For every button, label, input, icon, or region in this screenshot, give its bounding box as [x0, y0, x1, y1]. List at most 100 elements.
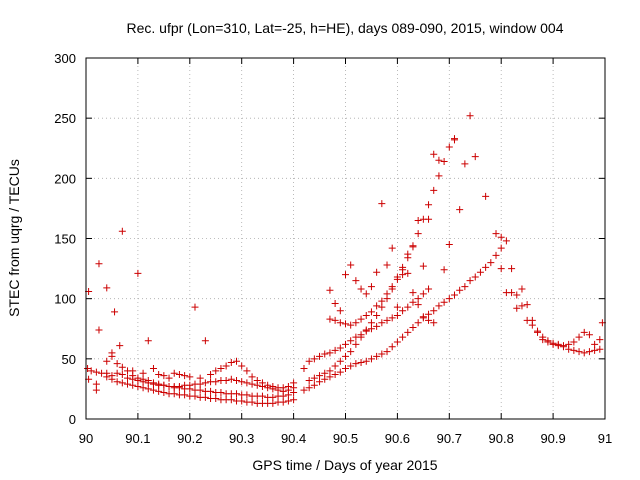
data-point — [492, 230, 500, 238]
data-point — [342, 352, 349, 360]
x-tick-label: 90.2 — [177, 431, 202, 446]
data-point — [414, 216, 422, 224]
data-point — [450, 291, 458, 299]
data-point — [124, 380, 132, 388]
x-axis-label: GPS time / Days of year 2015 — [252, 457, 437, 473]
data-point — [331, 299, 339, 307]
data-point — [414, 319, 422, 327]
data-point — [399, 333, 407, 341]
data-point — [331, 362, 339, 370]
x-tick-label: 90 — [79, 431, 93, 446]
data-point — [300, 386, 308, 394]
data-point — [243, 367, 251, 375]
data-point — [108, 372, 116, 380]
data-point — [502, 237, 510, 245]
data-point — [326, 367, 334, 375]
data-point — [227, 358, 235, 366]
data-point — [414, 295, 422, 303]
data-point — [373, 268, 381, 276]
data-point — [305, 376, 313, 384]
x-axis-ticks: 90 90.1 90.2 90.3 90.4 90.5 90.6 90.7 90.8 90.9 91 — [79, 58, 612, 446]
data-point — [352, 319, 360, 327]
data-point — [149, 380, 157, 388]
data-point — [342, 271, 349, 279]
data-point — [222, 376, 230, 384]
data-point — [497, 265, 505, 273]
data-point — [316, 378, 324, 386]
data-point — [440, 157, 448, 165]
data-point — [103, 357, 111, 365]
data-point — [367, 308, 375, 316]
data-point — [362, 357, 370, 365]
data-point — [393, 338, 401, 346]
data-point — [518, 302, 526, 310]
data-point — [243, 391, 251, 399]
data-point — [181, 391, 189, 399]
data-point — [196, 374, 204, 382]
data-point — [373, 302, 381, 310]
data-point — [279, 398, 287, 406]
data-point — [118, 363, 126, 371]
data-point — [378, 200, 386, 208]
data-point — [181, 372, 189, 380]
data-point — [425, 285, 433, 293]
data-point — [419, 262, 427, 270]
data-point — [326, 373, 334, 381]
data-point — [409, 289, 417, 297]
data-point — [440, 266, 448, 274]
x-tick-label: 90.7 — [437, 431, 462, 446]
x-tick-label: 90.5 — [333, 431, 358, 446]
data-point — [487, 259, 495, 267]
data-point — [196, 380, 204, 388]
data-point — [238, 397, 246, 405]
data-point — [456, 286, 464, 294]
data-point — [367, 355, 375, 363]
y-tick-label: 300 — [54, 51, 76, 66]
data-point — [144, 337, 152, 345]
data-point — [378, 297, 386, 305]
data-point — [471, 273, 479, 281]
data-point — [269, 399, 277, 407]
data-point — [575, 348, 583, 356]
data-point — [378, 350, 386, 358]
data-point — [336, 357, 344, 365]
data-point — [393, 303, 401, 311]
data-point — [362, 312, 370, 320]
data-point — [450, 135, 458, 143]
data-point — [435, 302, 443, 310]
data-point — [362, 326, 370, 334]
data-point — [129, 367, 137, 375]
data-point — [326, 286, 334, 294]
data-point — [399, 271, 407, 279]
data-point — [461, 283, 469, 291]
data-point — [233, 376, 241, 384]
data-point — [544, 338, 552, 346]
data-point — [388, 244, 396, 252]
data-point — [290, 379, 298, 387]
data-point — [331, 370, 339, 378]
data-point — [430, 150, 438, 158]
data-point — [336, 319, 344, 327]
data-point — [409, 243, 417, 251]
data-point — [461, 160, 469, 168]
data-point — [585, 348, 593, 356]
data-point — [149, 386, 157, 394]
data-point — [290, 396, 298, 404]
data-point — [207, 387, 215, 395]
data-point — [482, 192, 490, 200]
data-point — [357, 285, 365, 293]
data-point — [118, 227, 126, 235]
data-point — [310, 374, 318, 382]
data-point — [393, 312, 401, 320]
data-point — [513, 291, 521, 299]
data-point — [233, 390, 241, 398]
data-point — [425, 215, 433, 223]
data-point — [445, 143, 453, 151]
data-point — [399, 263, 407, 271]
data-point — [352, 277, 360, 285]
data-point — [430, 186, 438, 194]
y-tick-label: 250 — [54, 111, 76, 126]
data-point — [347, 362, 355, 370]
data-point — [591, 340, 599, 348]
